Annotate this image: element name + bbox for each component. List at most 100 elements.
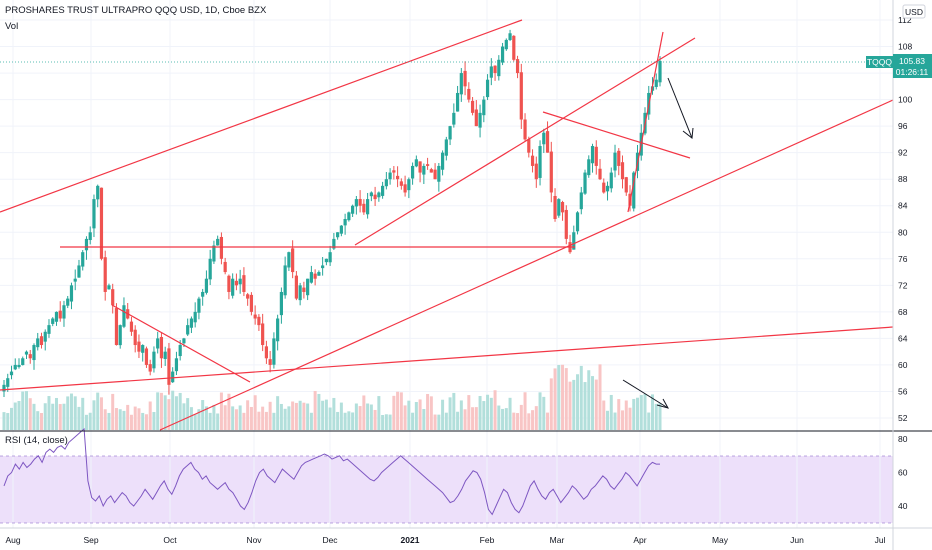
chart-title: PROSHARES TRUST ULTRAPRO QQQ USD, 1D, Cb… [5, 5, 267, 16]
candle-body [223, 261, 227, 273]
arrow-down-volume[interactable] [622, 379, 669, 409]
volume-bar [561, 364, 565, 430]
volume-bar [167, 399, 171, 430]
volume-bar [261, 406, 265, 430]
candle-body [17, 364, 21, 368]
candle-body [174, 358, 179, 372]
volume-bar [126, 404, 130, 430]
candle-body [189, 318, 194, 328]
price-tag: TQQQ 105.83 01:26:11 [866, 54, 932, 78]
falling-wedge-line[interactable] [111, 304, 251, 383]
volume-bar [51, 403, 55, 430]
volume-bar [474, 407, 478, 430]
volume-bar [227, 393, 231, 430]
candle-body [557, 199, 561, 216]
candle-body [598, 168, 602, 180]
price-tick-label: 108 [898, 42, 912, 52]
candle-body [583, 172, 587, 194]
candle-body [388, 172, 392, 180]
volume-bar [471, 407, 475, 430]
volume-bar [189, 407, 193, 430]
arrow-down-price[interactable] [667, 77, 693, 139]
candle-body [455, 92, 460, 112]
inner-channel-line[interactable] [354, 37, 696, 246]
candle-body [587, 159, 591, 176]
candle-body [62, 305, 66, 319]
candle-body [182, 338, 186, 344]
volume-bar [354, 403, 358, 430]
long-trendline[interactable] [0, 326, 894, 391]
trendline-drawings[interactable] [0, 19, 894, 431]
lower-channel-line[interactable] [159, 99, 894, 431]
time-axis[interactable]: Aug Sep Oct Nov Dec 2021 Feb Mar Apr May Jun Jul [5, 535, 885, 545]
candle-body [482, 99, 486, 116]
volume-bar [546, 412, 550, 430]
candle-body [523, 119, 527, 140]
volume-bar [133, 406, 137, 430]
volume-bar [84, 414, 88, 430]
volume-bar [643, 394, 647, 430]
volume-bar [366, 403, 370, 430]
price-tick-label: 92 [898, 148, 908, 158]
volume-bar [6, 413, 10, 430]
volume-bar [628, 407, 632, 430]
candle-body [410, 165, 415, 179]
candle-body [407, 179, 411, 191]
bar-countdown: 01:26:11 [896, 67, 929, 77]
volume-bar [287, 406, 291, 430]
volume-bar [463, 409, 467, 430]
triangle-upper-line[interactable] [542, 111, 691, 159]
candle-body [298, 285, 302, 301]
candle-body [253, 314, 257, 319]
rsi-axis[interactable]: 80 60 40 [898, 434, 908, 511]
candle-body [515, 59, 520, 74]
candle-body [47, 325, 51, 334]
time-tick-label: Sep [83, 535, 98, 545]
candle-body [111, 289, 115, 306]
volume-bar [538, 392, 542, 430]
candle-body [107, 285, 111, 290]
candle-body [444, 139, 448, 156]
upper-channel-line[interactable] [0, 19, 523, 213]
candle-body [560, 202, 565, 213]
candle-body [193, 311, 197, 323]
volume-bar [478, 395, 482, 430]
volume-bar [317, 393, 321, 430]
volume-bar [178, 392, 182, 430]
price-tick-label: 80 [898, 227, 908, 237]
volume-bar [433, 414, 437, 430]
volume-bar [92, 400, 96, 430]
candle-body [549, 151, 553, 193]
candle-body [452, 112, 456, 125]
candle-body [317, 272, 321, 276]
candle-body [381, 185, 385, 196]
volume-label: Vol [5, 21, 18, 32]
steep-rise-line[interactable] [627, 31, 664, 213]
volume-bar [107, 412, 111, 430]
price-tick-label: 100 [898, 95, 912, 105]
candle-body [88, 232, 92, 241]
volume-bar [579, 365, 583, 430]
candle-body [58, 310, 62, 319]
candle-body [470, 100, 475, 113]
candle-body [467, 88, 471, 100]
candle-body [261, 323, 265, 346]
candle-body [351, 205, 355, 214]
volume-bar [88, 412, 92, 430]
candle-body [302, 287, 306, 292]
candle-body [336, 232, 340, 238]
volume-bar [137, 408, 141, 430]
volume-bar [13, 402, 17, 430]
volume-bar [43, 403, 47, 430]
candle-body [654, 79, 658, 87]
volume-bar [531, 410, 535, 430]
volume-bar [47, 396, 51, 430]
arrow-annotations[interactable] [622, 77, 694, 409]
candle-body [24, 351, 29, 355]
candle-body [347, 212, 351, 221]
candle-body [530, 155, 535, 166]
volume-bar [557, 365, 561, 430]
price-axis[interactable]: 112108104100969288848076726864605652 [898, 15, 912, 423]
currency-badge[interactable]: USD [902, 4, 926, 19]
